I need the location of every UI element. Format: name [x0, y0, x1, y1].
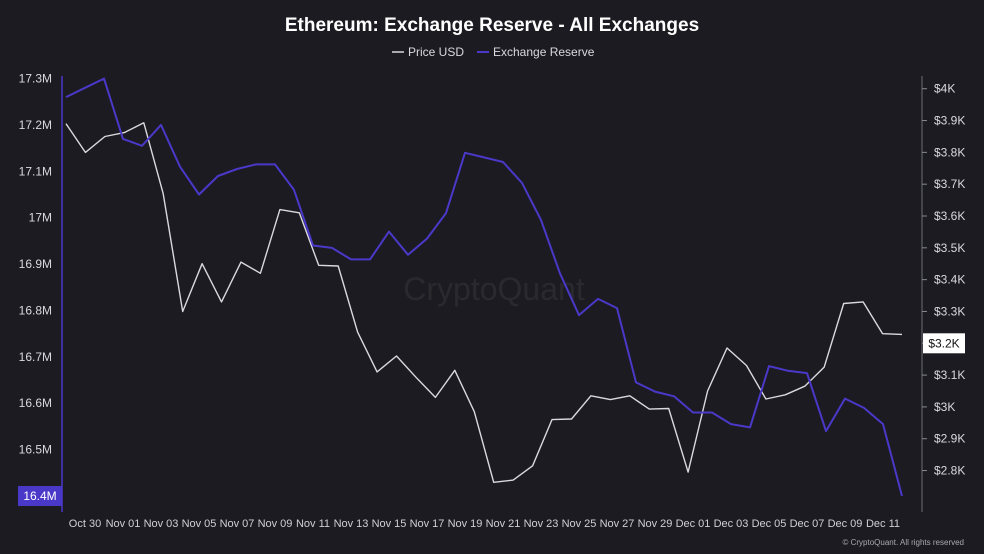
left-tick-label: 17M — [29, 211, 52, 225]
right-badge-box — [923, 333, 965, 354]
right-tick-label: $3.1K — [934, 368, 965, 382]
left-tick-label: 17.1M — [19, 164, 52, 178]
right-tick-label: $3.6K — [934, 209, 965, 223]
x-tick-label: Dec 01 — [676, 518, 711, 530]
x-tick-label: Dec 11 — [866, 518, 900, 530]
chart-title: Ethereum: Exchange Reserve - All Exchang… — [285, 15, 699, 36]
x-tick-label: Dec 05 — [752, 518, 787, 530]
x-tick-label: Nov 17 — [410, 518, 445, 530]
right-badge: $3.2K — [923, 333, 965, 354]
left-badge-box — [18, 486, 62, 506]
x-tick-label: Nov 15 — [372, 518, 407, 530]
left-axis-ticks: 17.3M 17.2M 17.1M 17M 16.9M 16.8M 16.7M 16.6M 16… — [19, 72, 52, 457]
x-tick-label: Nov 25 — [562, 518, 597, 530]
x-tick-label: Nov 19 — [448, 518, 483, 530]
x-tick-label: Dec 07 — [790, 518, 825, 530]
copyright-credit: © CryptoQuant. All rights reserved — [843, 538, 965, 547]
x-axis-ticks: Oct 30 Nov 01 Nov 03 Nov 05 Nov 07 Nov 09 Nov … — [69, 518, 900, 530]
right-tick-label: $3.3K — [934, 304, 965, 318]
right-tick-label: $2.8K — [934, 464, 965, 478]
x-tick-label: Nov 23 — [524, 518, 559, 530]
right-tick-label: $3.4K — [934, 273, 965, 287]
legend-reserve-label[interactable]: Exchange Reserve — [493, 45, 595, 59]
left-tick-label: 16.9M — [19, 257, 52, 271]
exchange-reserve-line — [65, 77, 903, 497]
right-badge-label: $3.2K — [928, 336, 959, 350]
left-tick-label: 16.6M — [19, 396, 52, 410]
right-tick-label: $3.7K — [934, 177, 965, 191]
left-tick-label: 16.5M — [19, 443, 52, 457]
x-tick-label: Nov 27 — [600, 518, 635, 530]
x-tick-label: Nov 29 — [638, 518, 673, 530]
right-tick-label: $3.9K — [934, 114, 965, 128]
legend-price-label[interactable]: Price USD — [408, 45, 464, 59]
x-tick-label: Dec 09 — [828, 518, 863, 530]
x-tick-label: Nov 03 — [144, 518, 179, 530]
price-usd-line — [65, 122, 903, 483]
left-badge-label: 16.4M — [23, 489, 56, 503]
left-tick-label: 17.2M — [19, 118, 52, 132]
x-tick-label: Nov 07 — [220, 518, 255, 530]
right-tick-label: $2.9K — [934, 432, 965, 446]
right-tick-label: $3.8K — [934, 145, 965, 159]
x-tick-label: Nov 05 — [182, 518, 217, 530]
watermark: CryptoQuant — [403, 271, 585, 307]
x-tick-label: Oct 30 — [69, 518, 101, 530]
x-tick-label: Nov 09 — [258, 518, 293, 530]
left-tick-label: 16.7M — [19, 350, 52, 364]
x-tick-label: Nov 13 — [334, 518, 369, 530]
right-tick-label: $3.5K — [934, 241, 965, 255]
right-tick-label: $3K — [934, 400, 955, 414]
right-tick-label: $4K — [934, 82, 955, 96]
x-tick-label: Dec 03 — [714, 518, 749, 530]
x-tick-label: Nov 21 — [486, 518, 521, 530]
x-tick-label: Nov 11 — [296, 518, 330, 530]
left-tick-label: 16.8M — [19, 303, 52, 317]
left-tick-label: 17.3M — [19, 72, 52, 86]
legend: Price USD Exchange Reserve — [392, 45, 595, 59]
x-tick-label: Nov 01 — [106, 518, 141, 530]
left-badge: 16.4M — [18, 486, 62, 506]
